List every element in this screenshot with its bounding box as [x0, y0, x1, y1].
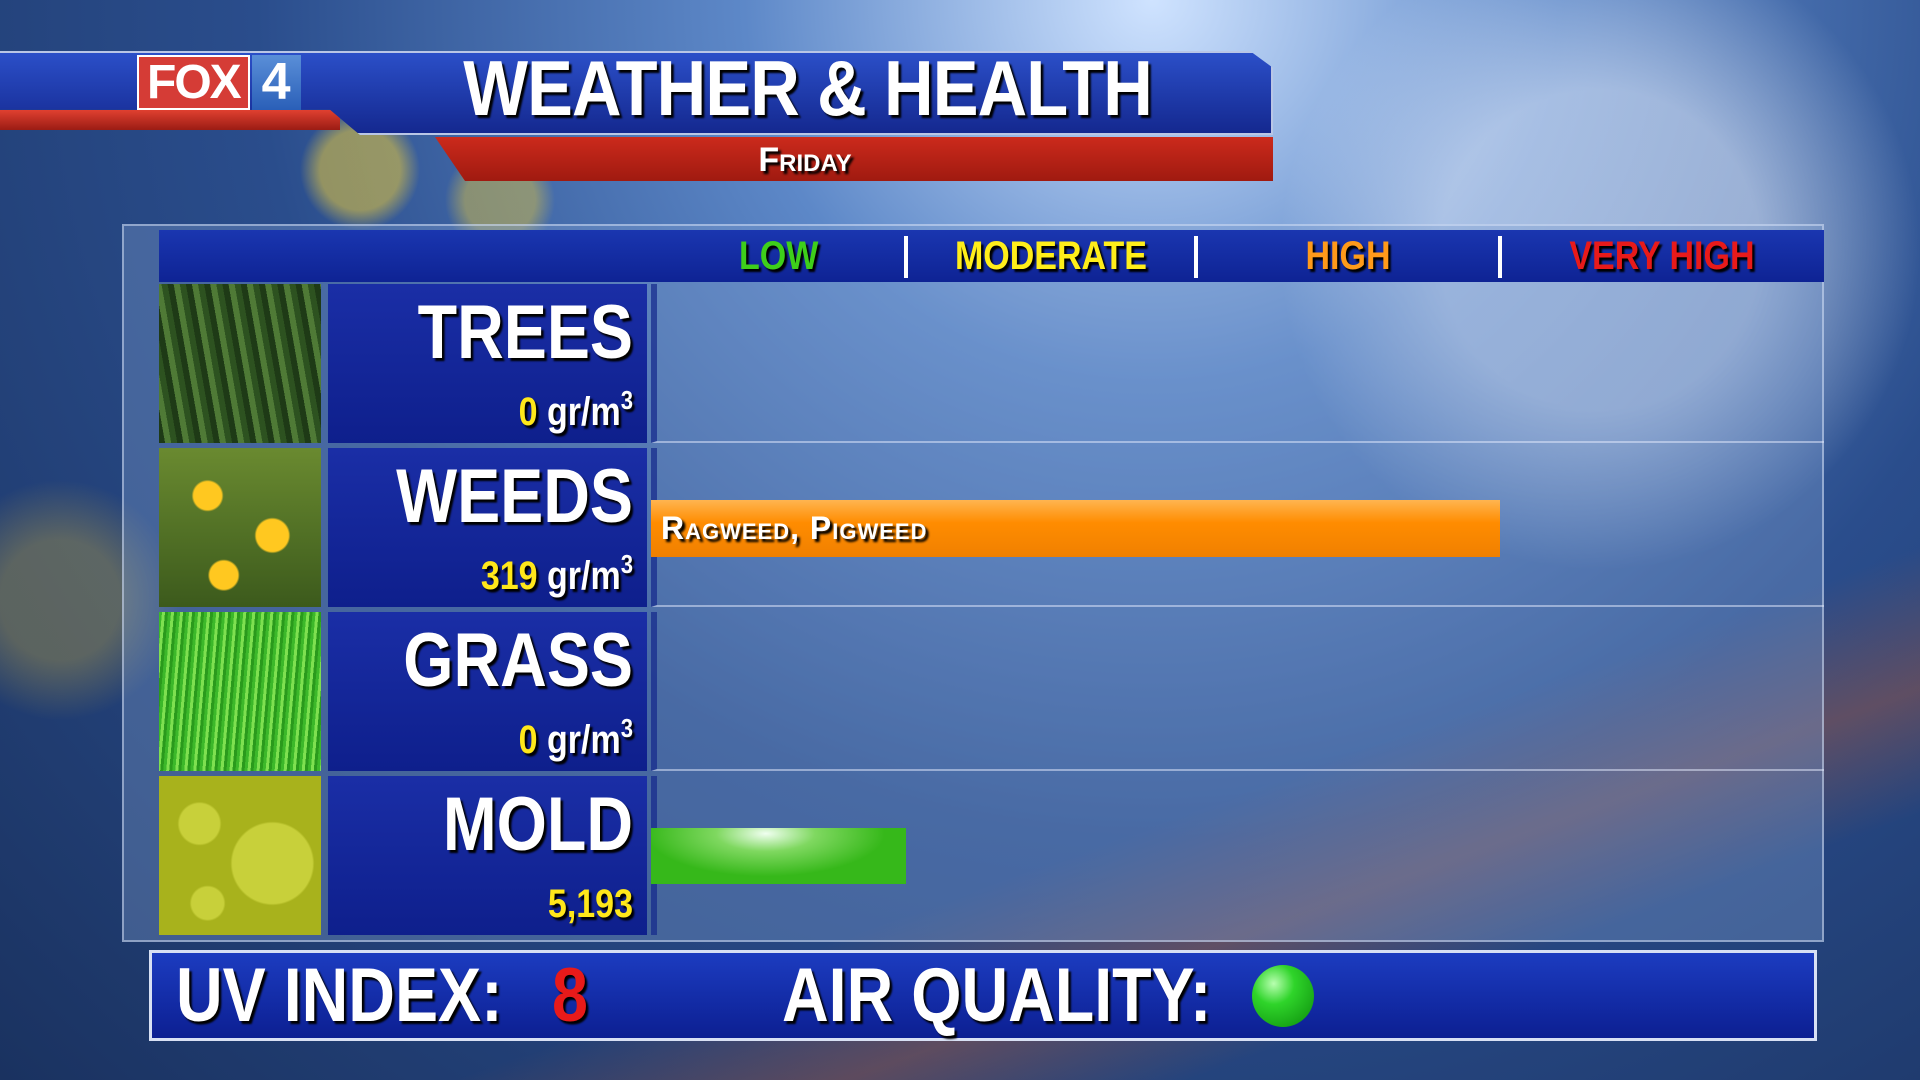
level-header	[159, 230, 1824, 282]
pollen-name: TREES	[417, 290, 633, 375]
footer-bar: UV INDEX: 8 AIR QUALITY:	[149, 950, 1817, 1041]
pollen-value: 5,193	[547, 882, 633, 926]
trees-image	[159, 284, 321, 443]
pollen-value: 0 gr/m3	[518, 385, 633, 434]
pollen-name: MOLD	[442, 782, 633, 867]
header-accent	[0, 110, 340, 130]
level-moderate: MODERATE	[954, 234, 1148, 278]
row-trees-label: TREES 0 gr/m3	[328, 284, 647, 443]
row-weeds-label: WEEDS 319 gr/m3	[328, 448, 647, 607]
weeds-image	[159, 448, 321, 607]
mold-level-bar	[651, 828, 906, 884]
level-high: HIGH	[1305, 234, 1391, 278]
level-divider	[1498, 236, 1502, 278]
page-title: WEATHER & HEALTH	[463, 44, 1153, 132]
air-quality-label: AIR QUALITY:	[782, 953, 1212, 1038]
grass-image	[159, 612, 321, 771]
fox4-logo: FOX 4	[137, 55, 301, 110]
row-mold-label: MOLD 5,193	[328, 776, 647, 935]
row-trees-chart	[651, 284, 1824, 443]
uv-index-label: UV INDEX:	[176, 953, 503, 1038]
row-grass-label: GRASS 0 gr/m3	[328, 612, 647, 771]
row-grass-chart	[651, 612, 1824, 771]
logo-fox: FOX	[137, 55, 250, 110]
day-bar	[435, 137, 1273, 181]
day-label: Friday	[758, 141, 852, 179]
level-divider	[904, 236, 908, 278]
level-low: LOW	[738, 234, 819, 278]
level-divider	[1194, 236, 1198, 278]
pollen-name: WEEDS	[396, 454, 633, 539]
pollen-value: 319 gr/m3	[480, 549, 633, 598]
mold-image	[159, 776, 321, 935]
uv-index-value: 8	[552, 953, 588, 1038]
pollen-value: 0 gr/m3	[518, 713, 633, 762]
pollen-name: GRASS	[403, 618, 633, 703]
air-quality-status-icon	[1252, 965, 1314, 1027]
weeds-level-bar: Ragweed, Pigweed	[651, 500, 1500, 557]
logo-4: 4	[251, 55, 301, 110]
level-very-high: VERY HIGH	[1569, 234, 1755, 278]
